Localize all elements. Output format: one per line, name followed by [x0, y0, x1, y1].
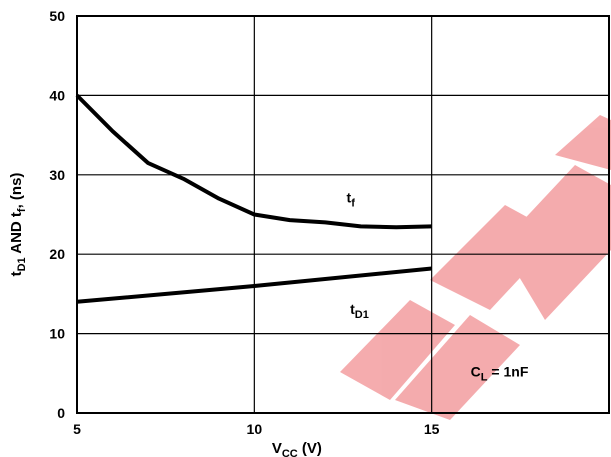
watermark-block-3 [430, 205, 560, 310]
watermark-block-4 [500, 165, 611, 320]
condition-label-main: C [471, 363, 481, 379]
series-label-td1: tD1 [350, 301, 369, 321]
x-tick-label-5: 5 [73, 421, 81, 437]
condition-label-sub: L [481, 371, 488, 383]
x-axis-label-unit: (V) [298, 440, 322, 457]
grid [77, 16, 609, 413]
y-tick-label-20: 20 [49, 246, 65, 262]
y-tick-label-10: 10 [49, 326, 65, 342]
watermark-block-1 [340, 300, 455, 400]
series-label-tf: tf [347, 190, 356, 210]
series-label-td1-main: t [350, 301, 355, 317]
watermark-block-2 [395, 315, 520, 420]
y-axis-label: tD1 AND tf, (ns) [8, 173, 28, 277]
series-layer [75, 93, 432, 304]
series-line-tf [75, 93, 432, 230]
watermark-logo [340, 115, 611, 420]
condition-label-rest: = 1nF [488, 363, 529, 379]
x-tick-label-10: 10 [247, 421, 263, 437]
series-label-tf-main: t [347, 190, 352, 206]
y-tick-label-30: 30 [49, 167, 65, 183]
watermark-block-5 [555, 115, 611, 170]
y-axis-label-s2: f [16, 208, 28, 212]
x-axis-label-main: V [272, 440, 282, 457]
series-label-td1-sub: D1 [355, 309, 369, 321]
y-tick-label-0: 0 [57, 405, 65, 421]
tick-labels: 0 10 20 30 40 50 5 10 15 [49, 8, 439, 437]
x-axis-label: VCC (V) [272, 440, 322, 457]
y-axis-label-mid: AND t [8, 212, 25, 257]
plot-frame [76, 15, 610, 414]
y-tick-label-40: 40 [49, 87, 65, 103]
series-line-td1 [76, 266, 432, 304]
y-axis-label-end: , (ns) [8, 173, 25, 209]
x-axis-label-sub: CC [282, 448, 298, 457]
x-tick-label-15: 15 [424, 421, 440, 437]
y-tick-label-50: 50 [49, 8, 65, 24]
y-axis-label-s1: D1 [16, 257, 28, 271]
series-label-tf-sub: f [351, 198, 355, 210]
condition-label: CL = 1nF [471, 363, 529, 383]
y-axis-label-t1: t [8, 271, 25, 276]
